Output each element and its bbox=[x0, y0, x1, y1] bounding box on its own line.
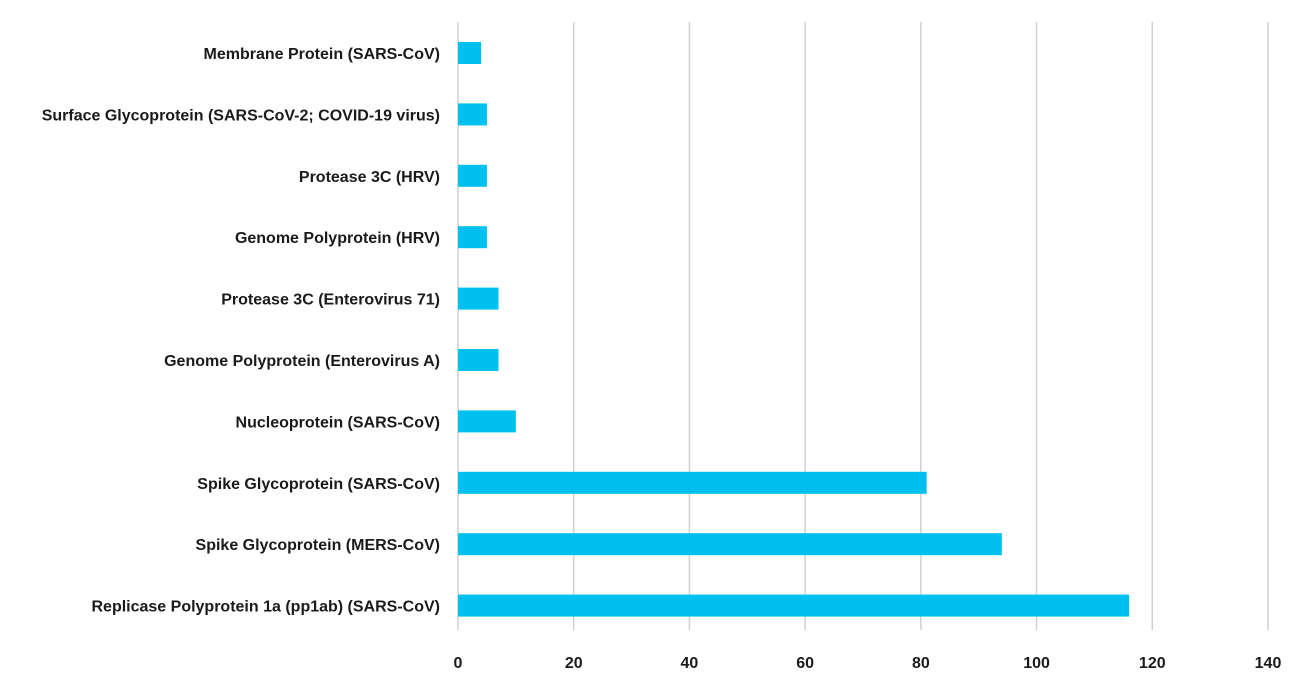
x-tick-label: 60 bbox=[796, 655, 814, 672]
x-tick-label: 40 bbox=[681, 655, 699, 672]
gridlines bbox=[457, 22, 1269, 630]
bar bbox=[458, 533, 1002, 556]
bar bbox=[458, 42, 482, 64]
bar bbox=[458, 103, 487, 126]
bar bbox=[458, 164, 487, 187]
bar bbox=[458, 594, 1130, 617]
category-label: Genome Polyprotein (HRV) bbox=[235, 230, 440, 247]
category-label: Protease 3C (HRV) bbox=[299, 169, 440, 186]
bar bbox=[458, 226, 487, 249]
x-tick-label: 0 bbox=[454, 655, 463, 672]
category-label: Spike Glycoprotein (MERS-CoV) bbox=[196, 537, 440, 554]
x-tick-label: 140 bbox=[1255, 655, 1282, 672]
category-label: Surface Glycoprotein (SARS-CoV-2; COVID-… bbox=[42, 107, 440, 124]
category-label: Protease 3C (Enterovirus 71) bbox=[221, 292, 440, 309]
bar bbox=[458, 349, 499, 371]
bar bbox=[458, 410, 516, 433]
x-tick-label: 80 bbox=[912, 655, 930, 672]
category-labels: Membrane Protein (SARS-CoV) Surface Glyco… bbox=[42, 46, 440, 616]
bar bbox=[458, 471, 927, 494]
bar bbox=[458, 287, 499, 310]
x-axis-tick-labels: 0 20 40 60 80 100 120 140 bbox=[454, 655, 1282, 672]
category-label: Genome Polyprotein (Enterovirus A) bbox=[164, 353, 440, 370]
category-label: Replicase Polyprotein 1a (pp1ab) (SARS-C… bbox=[91, 599, 440, 616]
x-tick-label: 100 bbox=[1023, 655, 1050, 672]
x-tick-label: 20 bbox=[565, 655, 583, 672]
x-tick-label: 120 bbox=[1139, 655, 1166, 672]
category-label: Spike Glycoprotein (SARS-CoV) bbox=[197, 476, 440, 493]
category-label: Membrane Protein (SARS-CoV) bbox=[204, 46, 440, 63]
category-label: Nucleoprotein (SARS-CoV) bbox=[236, 414, 440, 431]
bars bbox=[458, 42, 1130, 617]
